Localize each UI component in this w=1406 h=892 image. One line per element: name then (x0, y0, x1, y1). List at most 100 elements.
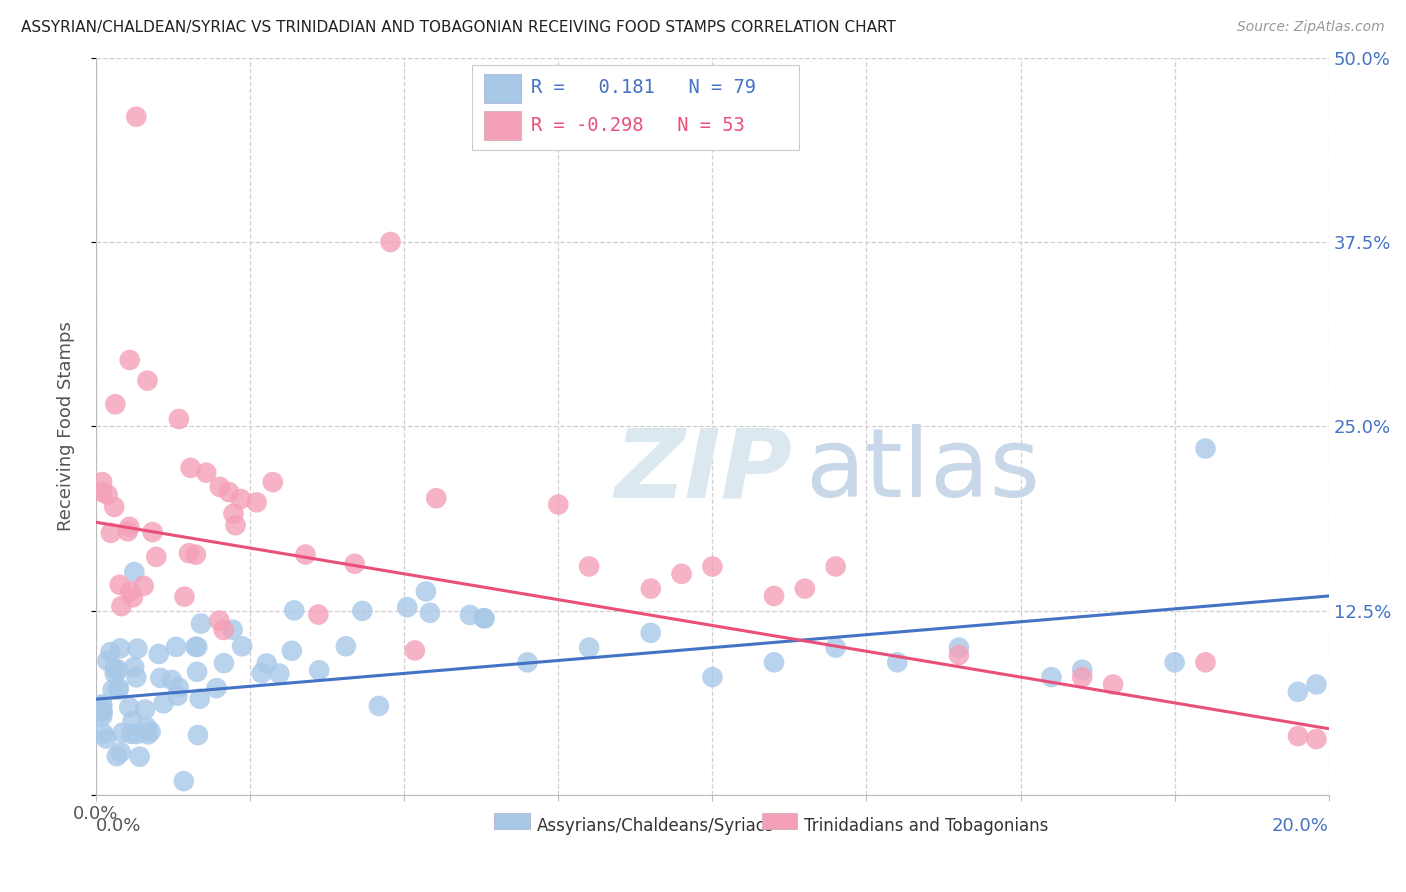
Point (128, 749, 150, 764)
Point (578, 640, 600, 655)
Text: R = -0.298   N = 53: R = -0.298 N = 53 (531, 116, 745, 135)
Point (165, 640, 187, 654)
Point (343, 557, 366, 571)
Point (419, 606, 441, 620)
Point (91, 698, 114, 713)
Point (948, 640, 970, 655)
Point (100, 645, 122, 659)
Point (262, 475, 284, 489)
Point (118, 520, 141, 534)
Point (149, 671, 172, 685)
Point (269, 666, 291, 681)
Point (91, 698, 114, 712)
Point (135, 720, 157, 734)
Point (101, 682, 124, 697)
Point (640, 625, 662, 640)
Point (188, 691, 211, 706)
Point (396, 600, 419, 615)
Point (824, 640, 846, 655)
Point (110, 745, 132, 759)
Point (671, 566, 693, 581)
Point (125, 670, 148, 684)
Point (474, 611, 496, 625)
Point (167, 412, 190, 426)
Point (121, 591, 143, 605)
Point (132, 579, 155, 593)
Point (547, 498, 569, 512)
Point (578, 559, 600, 574)
Point (1194, 442, 1216, 456)
Point (212, 656, 235, 670)
Text: 0.0%: 0.0% (96, 817, 142, 836)
Point (96, 654, 118, 668)
Point (212, 623, 235, 637)
Point (124, 565, 146, 579)
Point (117, 524, 139, 539)
Point (763, 656, 786, 670)
Point (91, 475, 114, 489)
Point (141, 524, 163, 539)
Point (824, 559, 846, 574)
Point (229, 491, 252, 506)
Point (250, 666, 273, 681)
Point (97, 488, 120, 502)
Point (186, 665, 208, 679)
Point (139, 724, 162, 739)
Point (127, 641, 149, 656)
Point (222, 507, 245, 521)
Point (107, 682, 129, 697)
Point (93, 727, 115, 741)
Point (184, 548, 207, 562)
Point (110, 641, 132, 656)
Point (1071, 663, 1094, 677)
FancyBboxPatch shape (484, 74, 522, 103)
Point (118, 353, 141, 368)
Point (177, 546, 200, 560)
Text: atlas: atlas (804, 424, 1040, 517)
Point (136, 374, 159, 388)
Point (415, 584, 437, 599)
Point (1305, 732, 1327, 747)
FancyBboxPatch shape (472, 65, 799, 150)
Point (96, 731, 118, 746)
FancyBboxPatch shape (484, 111, 522, 140)
Point (173, 774, 195, 789)
Point (104, 397, 127, 411)
Point (91, 709, 114, 723)
Point (516, 656, 538, 670)
Point (208, 480, 231, 494)
Point (91, 706, 114, 720)
Point (205, 681, 228, 695)
Point (125, 727, 148, 741)
Point (120, 584, 142, 599)
Point (256, 657, 278, 671)
Point (458, 607, 481, 622)
Point (1286, 729, 1309, 743)
Point (1163, 656, 1185, 670)
Text: Assyrians/Chaldeans/Syriacs: Assyrians/Chaldeans/Syriacs (537, 817, 775, 836)
Point (404, 643, 426, 657)
Point (702, 670, 724, 684)
Point (107, 663, 129, 677)
Point (294, 548, 316, 562)
Point (110, 599, 132, 613)
Point (793, 582, 815, 596)
Point (380, 235, 402, 249)
Point (221, 623, 243, 637)
Text: Source: ZipAtlas.com: Source: ZipAtlas.com (1237, 20, 1385, 34)
Point (335, 640, 357, 654)
Point (246, 495, 269, 509)
Point (1040, 670, 1063, 684)
Point (472, 611, 495, 625)
Point (103, 500, 125, 514)
Point (208, 614, 231, 628)
Point (166, 689, 188, 703)
Point (152, 696, 174, 710)
Point (307, 607, 329, 622)
Point (134, 702, 156, 716)
Point (283, 603, 305, 617)
Text: 20.0%: 20.0% (1272, 817, 1329, 836)
Point (184, 640, 207, 654)
Point (145, 549, 167, 564)
Point (118, 700, 141, 714)
